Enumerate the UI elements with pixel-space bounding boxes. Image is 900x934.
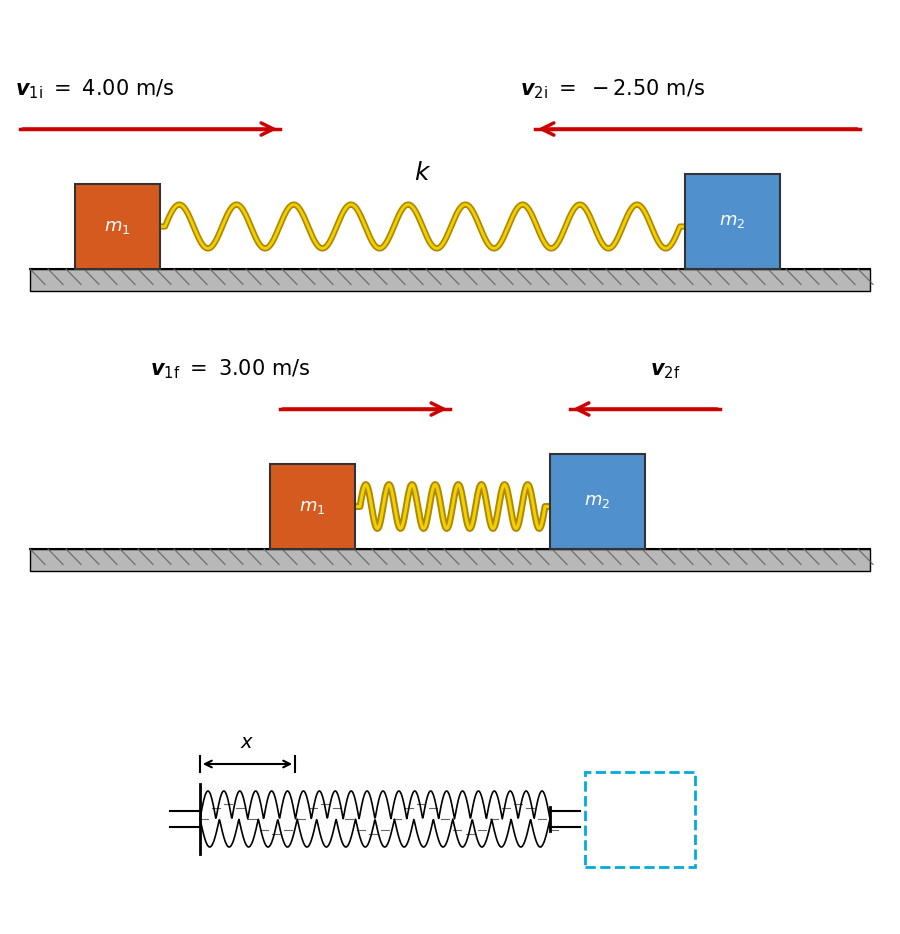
Text: $x$: $x$ xyxy=(240,733,255,752)
Bar xyxy=(550,454,645,549)
Text: $k$: $k$ xyxy=(414,161,431,185)
Bar xyxy=(75,184,160,269)
Text: $\boldsymbol{v}_\mathrm{1f}\ =\ 3.00\ \mathrm{m/s}$: $\boldsymbol{v}_\mathrm{1f}\ =\ 3.00\ \m… xyxy=(150,358,310,381)
Text: $\boldsymbol{v}_\mathrm{2f}$: $\boldsymbol{v}_\mathrm{2f}$ xyxy=(650,361,680,381)
Text: $\boldsymbol{v}_\mathrm{1i}\ =\ 4.00\ \mathrm{m/s}$: $\boldsymbol{v}_\mathrm{1i}\ =\ 4.00\ \m… xyxy=(15,78,175,101)
Text: $m_1$: $m_1$ xyxy=(300,498,326,516)
FancyBboxPatch shape xyxy=(30,269,870,291)
Text: $m_2$: $m_2$ xyxy=(584,492,610,511)
Text: $m_2$: $m_2$ xyxy=(719,213,745,231)
Text: $\boldsymbol{v}_\mathrm{2i}\ =\ -2.50\ \mathrm{m/s}$: $\boldsymbol{v}_\mathrm{2i}\ =\ -2.50\ \… xyxy=(520,78,705,101)
Bar xyxy=(685,174,780,269)
Text: $m_1$: $m_1$ xyxy=(104,218,130,235)
Bar xyxy=(270,464,355,549)
Bar xyxy=(585,772,695,867)
FancyBboxPatch shape xyxy=(30,549,870,571)
